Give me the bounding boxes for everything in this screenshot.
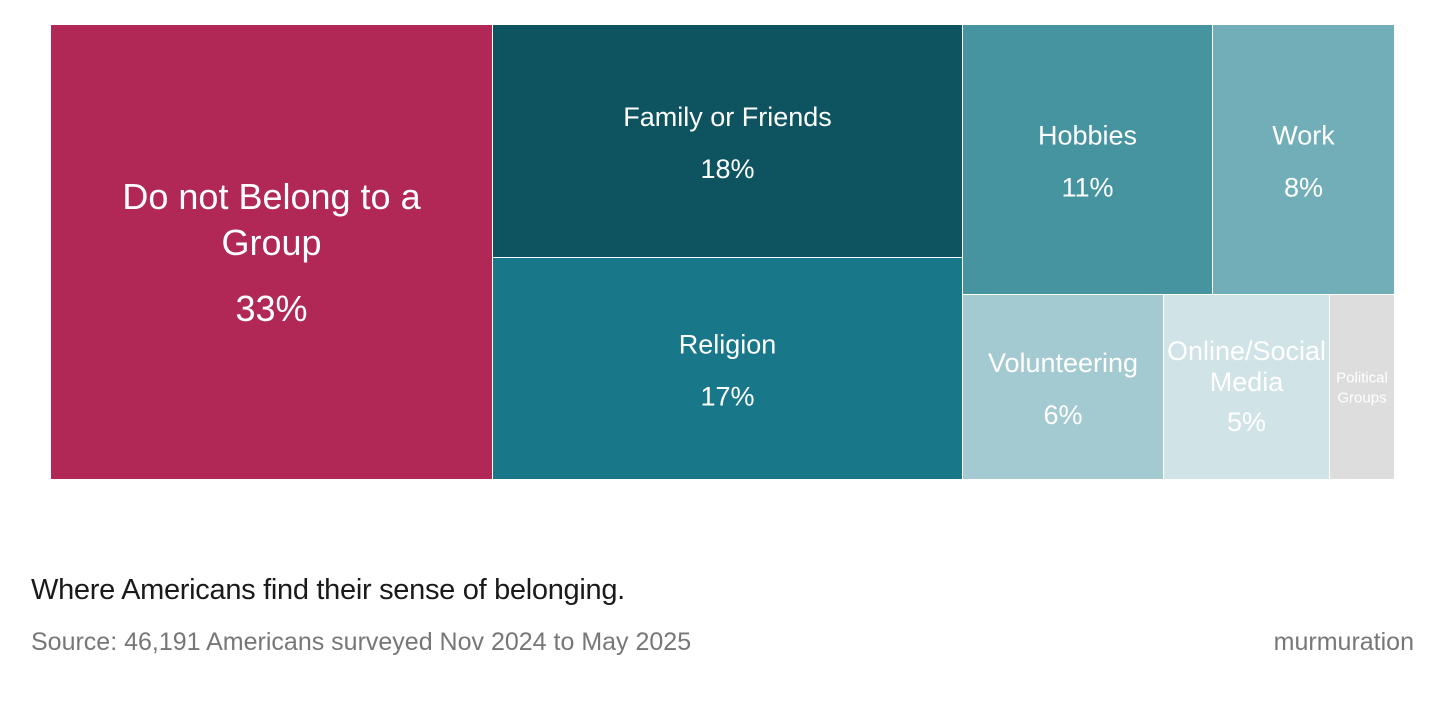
treemap-chart: Do not Belong to a Group 33% Family or Frie… bbox=[51, 25, 1394, 479]
tile-work: Work 8% bbox=[1213, 25, 1394, 294]
tile-label-family-or-friends: Family or Friends bbox=[623, 102, 832, 132]
tile-rect-hobbies bbox=[963, 25, 1212, 294]
tile-value-work: 8% bbox=[1284, 173, 1323, 203]
tile-label-political-groups: Political bbox=[1336, 370, 1388, 387]
tile-family-or-friends: Family or Friends 18% bbox=[493, 25, 962, 257]
tile-rect-do-not-belong bbox=[51, 25, 492, 479]
tile-label-online-social-media: Media bbox=[1210, 367, 1285, 397]
tile-label-online-social-media: Online/Social bbox=[1167, 336, 1326, 366]
tile-label-religion: Religion bbox=[679, 330, 777, 360]
tile-rect-political-groups bbox=[1330, 295, 1394, 479]
tile-volunteering: Volunteering 6% bbox=[963, 295, 1163, 479]
tile-value-hobbies: 11% bbox=[1061, 173, 1113, 203]
tile-value-religion: 17% bbox=[700, 382, 754, 412]
tile-label-do-not-belong: Do not Belong to a bbox=[122, 176, 421, 217]
tile-label-volunteering: Volunteering bbox=[988, 348, 1138, 378]
tile-hobbies: Hobbies 11% bbox=[963, 25, 1212, 294]
tile-value-do-not-belong: 33% bbox=[235, 288, 307, 329]
tile-religion: Religion 17% bbox=[493, 258, 962, 479]
tile-value-family-or-friends: 18% bbox=[700, 154, 754, 184]
tile-rect-volunteering bbox=[963, 295, 1163, 479]
tile-political-groups: Political Groups bbox=[1330, 295, 1394, 479]
chart-source: Source: 46,191 Americans surveyed Nov 20… bbox=[31, 628, 692, 656]
tile-label-work: Work bbox=[1272, 121, 1335, 151]
tile-label-do-not-belong: Group bbox=[221, 222, 321, 263]
tile-rect-online-social-media bbox=[1164, 295, 1329, 479]
tile-label-political-groups: Groups bbox=[1337, 390, 1386, 407]
tile-rect-religion bbox=[493, 258, 962, 479]
tile-value-volunteering: 6% bbox=[1043, 400, 1082, 430]
tile-label-hobbies: Hobbies bbox=[1038, 121, 1137, 151]
tile-value-online-social-media: 5% bbox=[1227, 407, 1266, 437]
tile-do-not-belong: Do not Belong to a Group 33% bbox=[51, 25, 492, 479]
brand-logo-text: murmuration bbox=[1273, 628, 1414, 656]
tile-rect-work bbox=[1213, 25, 1394, 294]
tile-rect-family-or-friends bbox=[493, 25, 962, 257]
chart-caption: Where Americans find their sense of belo… bbox=[31, 574, 625, 606]
